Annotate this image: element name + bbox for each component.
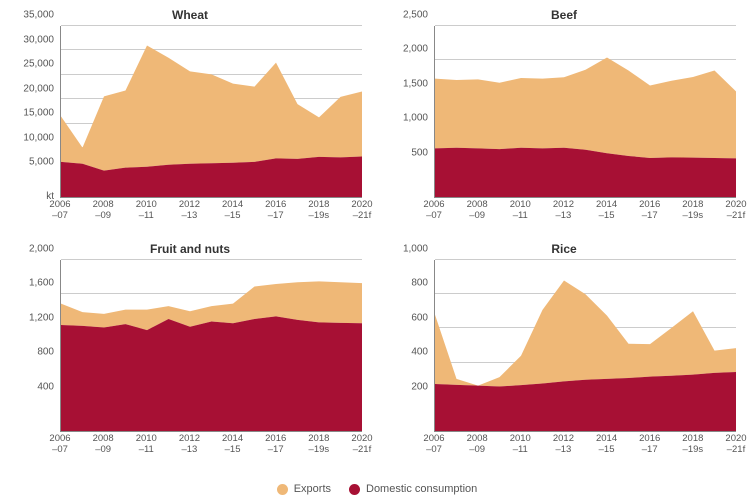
y-tick: 1,500 [403, 78, 428, 89]
y-tick: 5,000 [29, 157, 54, 168]
domestic-area [435, 372, 736, 431]
x-tick: 2020–21f [725, 200, 746, 222]
panel-title: Fruit and nuts [18, 242, 362, 256]
y-axis: 5001,0001,5002,0002,500 [392, 26, 434, 198]
legend-item-exports: Exports [277, 483, 331, 495]
exports-swatch [277, 484, 288, 495]
legend: Exports Domestic consumption [0, 483, 754, 495]
x-tick: 2012–13 [553, 200, 574, 222]
legend-item-domestic: Domestic consumption [349, 483, 477, 495]
panel-title: Rice [392, 242, 736, 256]
chart-area: 4008001,2001,6002,000 [18, 260, 362, 432]
plot [60, 26, 362, 198]
x-tick: 2008–09 [467, 200, 488, 222]
y-axis: 5,00010,00015,00020,00025,00030,00035,00… [18, 26, 60, 198]
x-tick: 2014–15 [222, 200, 243, 222]
legend-label-domestic: Domestic consumption [366, 483, 477, 495]
x-axis: 2006–072008–092010–112012–132014–152016–… [60, 198, 362, 224]
y-axis: 2004006008001,000 [392, 260, 434, 432]
x-tick: 2006–07 [423, 200, 444, 222]
y-tick: 25,000 [23, 59, 54, 70]
stacked-area [435, 26, 736, 197]
y-tick: 400 [37, 381, 54, 392]
y-tick: 400 [411, 347, 428, 358]
y-tick: 2,000 [403, 44, 428, 55]
y-tick: 200 [411, 381, 428, 392]
x-tick: 2020–21f [725, 434, 746, 456]
plot [60, 260, 362, 432]
plot [434, 260, 736, 432]
domestic-area [61, 316, 362, 431]
plot [434, 26, 736, 198]
x-axis: 2006–072008–092010–112012–132014–152016–… [434, 198, 736, 224]
y-tick: 500 [411, 147, 428, 158]
y-tick: 600 [411, 312, 428, 323]
y-tick: 15,000 [23, 108, 54, 119]
x-tick: 2018–19s [682, 434, 703, 456]
y-axis: 4008001,2001,6002,000 [18, 260, 60, 432]
y-tick: 35,000 [23, 10, 54, 21]
x-tick: 2018–19s [308, 200, 329, 222]
chart-area: 5001,0001,5002,0002,500 [392, 26, 736, 198]
stacked-area [435, 260, 736, 431]
exports-area [61, 46, 362, 171]
x-tick: 2020–21f [351, 434, 372, 456]
y-tick: 20,000 [23, 83, 54, 94]
domestic-swatch [349, 484, 360, 495]
x-tick: 2006–07 [49, 434, 70, 456]
y-tick: 2,000 [29, 244, 54, 255]
x-tick: 2016–17 [639, 434, 660, 456]
x-tick: 2008–09 [93, 200, 114, 222]
chart-area: 5,00010,00015,00020,00025,00030,00035,00… [18, 26, 362, 198]
panel-title: Wheat [18, 8, 362, 22]
x-tick: 2014–15 [596, 200, 617, 222]
x-tick: 2016–17 [639, 200, 660, 222]
y-tick: 800 [411, 278, 428, 289]
y-tick: 1,000 [403, 244, 428, 255]
x-tick: 2010–11 [510, 200, 531, 222]
x-tick: 2018–19s [308, 434, 329, 456]
x-tick: 2014–15 [222, 434, 243, 456]
x-tick: 2016–17 [265, 434, 286, 456]
x-tick: 2012–13 [553, 434, 574, 456]
x-tick: 2018–19s [682, 200, 703, 222]
y-tick: 30,000 [23, 34, 54, 45]
x-axis: 2006–072008–092010–112012–132014–152016–… [434, 432, 736, 458]
panel-fruit-and-nuts: Fruit and nuts 400 800 1,200 1,600 2,000 2006–… [18, 242, 362, 458]
legend-label-exports: Exports [294, 483, 331, 495]
exports-area [435, 281, 736, 387]
exports-area [435, 57, 736, 158]
y-tick: 800 [37, 347, 54, 358]
stacked-area [61, 26, 362, 197]
x-tick: 2010–11 [136, 200, 157, 222]
panel-rice: Rice 200 400 600 800 1,000 2006–07 2008–09 2010–… [392, 242, 736, 458]
x-tick: 2006–07 [423, 434, 444, 456]
y-tick: 1,000 [403, 113, 428, 124]
x-tick: 2014–15 [596, 434, 617, 456]
x-tick: 2020–21f [351, 200, 372, 222]
y-tick: 1,200 [29, 312, 54, 323]
x-tick: 2008–09 [467, 434, 488, 456]
x-tick: 2016–17 [265, 200, 286, 222]
y-tick: 1,600 [29, 278, 54, 289]
x-tick: 2008–09 [93, 434, 114, 456]
panel-title: Beef [392, 8, 736, 22]
panel-beef: Beef 500 1,000 1,500 2,000 2,500 2006–07 2008–0… [392, 8, 736, 224]
chart-area: 2004006008001,000 [392, 260, 736, 432]
x-axis: 2006–072008–092010–112012–132014–152016–… [60, 432, 362, 458]
y-tick: 2,500 [403, 10, 428, 21]
x-tick: 2012–13 [179, 434, 200, 456]
panel-wheat: Wheat 5,000 10,000 15,000 20,000 25,000 30,000… [18, 8, 362, 224]
y-tick: 10,000 [23, 132, 54, 143]
x-tick: 2010–11 [136, 434, 157, 456]
x-tick: 2012–13 [179, 200, 200, 222]
x-tick: 2010–11 [510, 434, 531, 456]
x-tick: 2006–07 [49, 200, 70, 222]
stacked-area [61, 260, 362, 431]
